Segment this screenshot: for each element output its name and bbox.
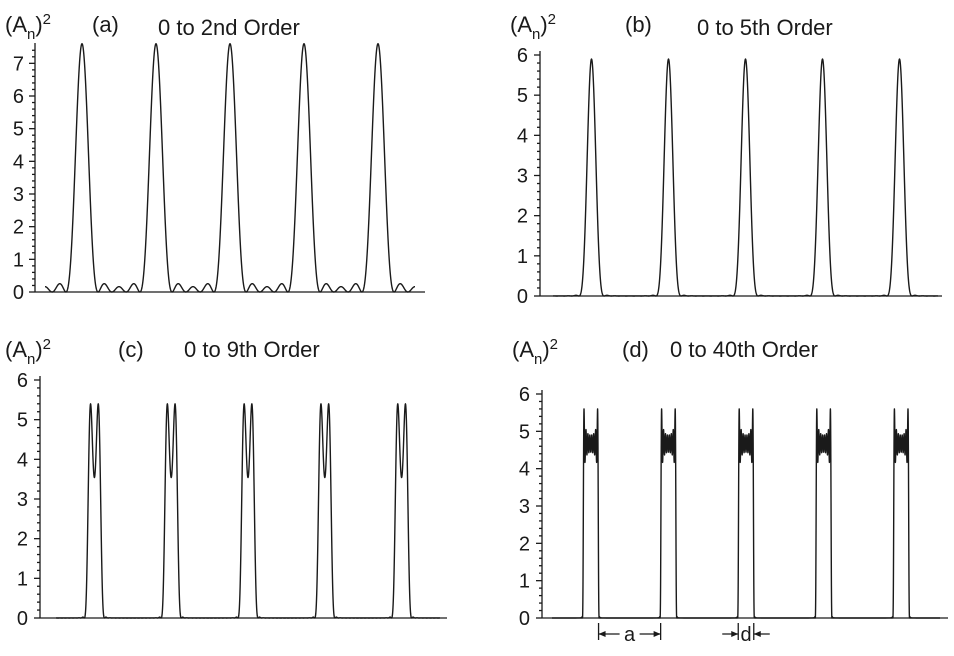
- series-line: [44, 43, 416, 293]
- series-line: [55, 403, 441, 619]
- y-axis-label-text: (A: [5, 12, 27, 37]
- series-line: [552, 58, 939, 297]
- y-axis-label-text: (A: [510, 12, 532, 37]
- y-tick-label: 1: [17, 568, 28, 590]
- y-axis-label-sub: n: [27, 26, 35, 43]
- y-tick-label: 2: [13, 217, 24, 239]
- y-axis-label-power: 2: [548, 11, 556, 28]
- y-axis-label-sub: n: [534, 351, 542, 368]
- panel-tag: (c): [118, 337, 144, 362]
- y-axis-label: (An)2: [512, 336, 558, 368]
- dimension-a-label-bg: [619, 624, 640, 644]
- y-tick-label: 3: [519, 496, 530, 518]
- panel-tag: (a): [92, 12, 119, 37]
- dimension-a-arrow-right: [653, 631, 661, 637]
- y-tick-label: 5: [519, 421, 530, 443]
- y-tick-label: 6: [13, 86, 24, 108]
- y-tick-label: 3: [17, 489, 28, 511]
- dimension-a-label: a: [624, 624, 636, 646]
- y-axis-label: (An)2: [5, 336, 51, 368]
- y-tick-label: 4: [517, 125, 528, 147]
- y-tick-label: 7: [13, 53, 24, 75]
- y-axis-label-text: (A: [5, 337, 27, 362]
- y-tick-label: 1: [517, 246, 528, 268]
- y-tick-label: 0: [13, 282, 24, 304]
- dimension-d-arrow-left: [731, 631, 739, 637]
- y-tick-label: 4: [17, 449, 28, 471]
- y-tick-label: 6: [17, 370, 28, 392]
- series-line: [551, 408, 941, 619]
- panel-tag: (d): [622, 337, 649, 362]
- y-tick-label: 4: [519, 459, 530, 481]
- y-axis-label-paren: ): [540, 12, 547, 37]
- y-tick-label: 6: [517, 45, 528, 67]
- y-axis-label-paren: ): [35, 337, 42, 362]
- y-axis-label-text: (A: [512, 337, 534, 362]
- y-tick-label: 2: [17, 529, 28, 551]
- y-axis-label: (An)2: [5, 11, 51, 43]
- panel-title: 0 to 40th Order: [670, 337, 818, 362]
- y-tick-label: 5: [17, 410, 28, 432]
- y-axis-label-power: 2: [43, 336, 51, 353]
- y-tick-label: 1: [13, 249, 24, 271]
- panel-title: 0 to 2nd Order: [158, 15, 300, 40]
- dimension-d-label: d: [740, 624, 751, 646]
- panel-tag: (b): [625, 12, 652, 37]
- panel-title: 0 to 9th Order: [184, 337, 320, 362]
- y-tick-label: 2: [519, 533, 530, 555]
- y-axis-label: (An)2: [510, 11, 556, 43]
- y-tick-label: 2: [517, 206, 528, 228]
- dimension-d-arrow-right: [753, 631, 761, 637]
- y-tick-label: 5: [517, 85, 528, 107]
- y-tick-label: 4: [13, 151, 24, 173]
- panel-title: 0 to 5th Order: [697, 15, 833, 40]
- y-tick-label: 6: [519, 384, 530, 406]
- y-tick-label: 0: [519, 608, 530, 630]
- y-axis-label-power: 2: [550, 336, 558, 353]
- y-axis-label-paren: ): [542, 337, 549, 362]
- y-axis-label-paren: ): [35, 12, 42, 37]
- y-tick-label: 3: [517, 166, 528, 188]
- y-axis-label-sub: n: [532, 26, 540, 43]
- y-axis-label-power: 2: [43, 11, 51, 28]
- y-tick-label: 1: [519, 571, 530, 593]
- y-tick-label: 0: [17, 608, 28, 630]
- dimension-a-arrow-left: [598, 631, 606, 637]
- y-tick-label: 3: [13, 184, 24, 206]
- y-tick-label: 0: [517, 286, 528, 308]
- y-axis-label-sub: n: [27, 351, 35, 368]
- y-tick-label: 5: [13, 119, 24, 141]
